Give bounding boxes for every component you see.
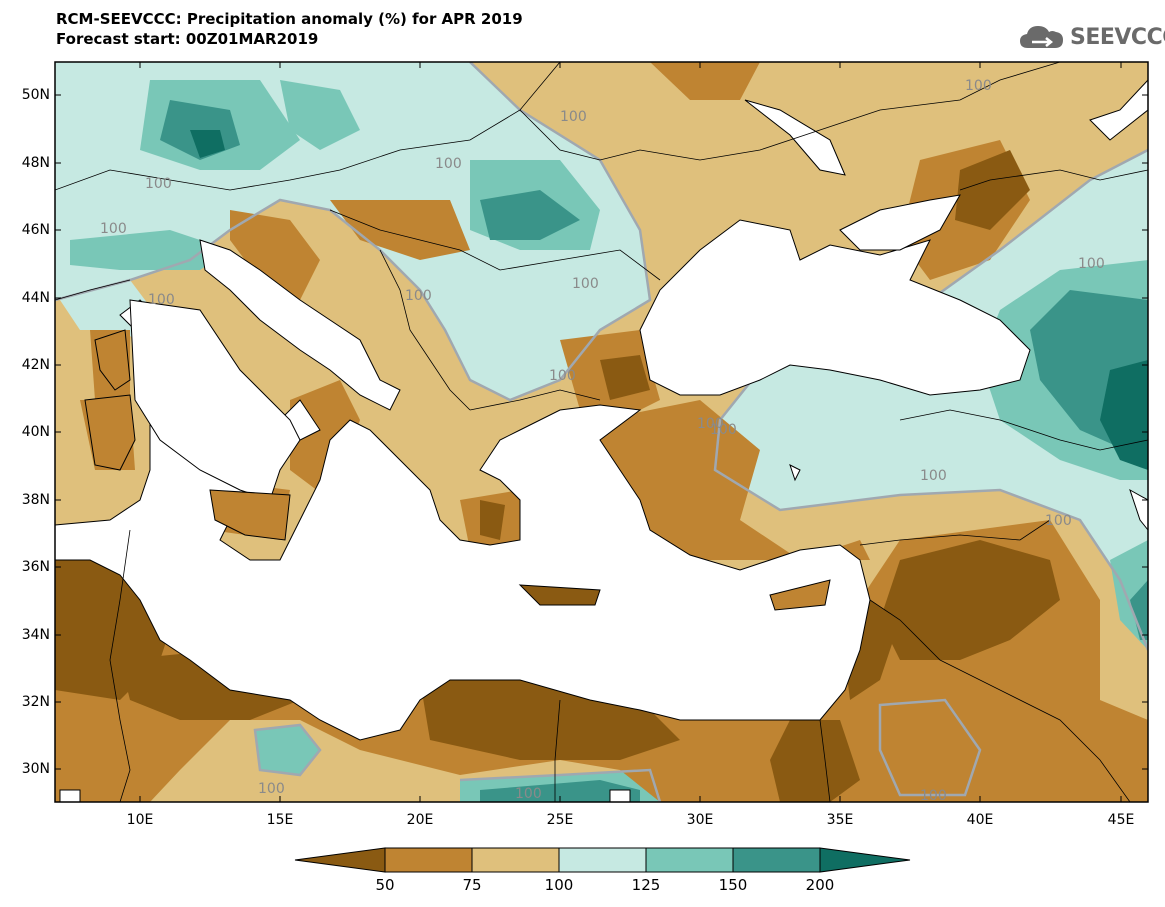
contour-lines [55, 62, 1148, 802]
lat-label: 42N [21, 357, 50, 373]
lat-label: 36N [21, 559, 50, 575]
lat-label: 34N [21, 627, 50, 643]
islands [84, 329, 831, 611]
sea-areas [55, 79, 1148, 802]
contour-label: 100 [560, 109, 587, 125]
contour-labels: 100 100 100 100 100 100 100 100 100 100 … [100, 78, 1105, 804]
lon-label: 35E [826, 812, 854, 828]
lon-label: 45E [1107, 812, 1135, 828]
contour-label: 100 [515, 786, 542, 802]
lat-label: 50N [21, 87, 50, 103]
contour-label: 100 [697, 416, 724, 432]
colorbar-segment-100-125 [558, 847, 647, 873]
colorbar-segment-150-200 [732, 847, 821, 873]
contour-label: 100 [1045, 513, 1072, 529]
seevccc-logo: SEEVCCC [1018, 22, 1165, 52]
contour-label: 100 [965, 78, 992, 94]
cloud-icon [1020, 26, 1063, 48]
lat-label: 32N [21, 694, 50, 710]
colorbar [294, 847, 911, 873]
colorbar-label: 100 [544, 876, 574, 894]
axis-ticks [55, 62, 1148, 802]
contour-label: 100 [405, 288, 432, 304]
colorbar-label: 50 [375, 876, 395, 894]
forecast-start-label: Forecast start: 00Z01MAR2019 [56, 30, 319, 48]
lon-label: 15E [266, 812, 294, 828]
colorbar-segment-above-200 [819, 847, 911, 873]
lat-label: 48N [21, 155, 50, 171]
country-borders [55, 62, 1148, 802]
lon-label: 30E [686, 812, 714, 828]
colorbar-label: 75 [462, 876, 482, 894]
logo-text: SEEVCCC [1070, 24, 1165, 50]
map-title: RCM-SEEVCCC: Precipitation anomaly (%) f… [56, 10, 523, 28]
contour-label: 100 [549, 368, 576, 384]
contour-label: 100 [148, 292, 175, 308]
lat-label: 44N [21, 290, 50, 306]
colorbar-label: 200 [805, 876, 835, 894]
colorbar-segment-below-50 [294, 847, 386, 873]
lat-label: 30N [21, 761, 50, 777]
lat-label: 38N [21, 492, 50, 508]
contour-label: 100 [258, 781, 285, 797]
contour-label: 100 [920, 788, 947, 804]
colorbar-segment-50-75 [384, 847, 473, 873]
colorbar-label: 125 [631, 876, 661, 894]
lat-label: 46N [21, 222, 50, 238]
lon-label: 25E [546, 812, 574, 828]
lon-label: 20E [406, 812, 434, 828]
contour-label: 100 [920, 468, 947, 484]
anomaly-field: 100 100 100 100 100 100 100 100 100 100 … [55, 62, 1148, 804]
colorbar-label: 150 [718, 876, 748, 894]
contour-label: 100 [710, 422, 737, 438]
contour-label: 100 [100, 221, 127, 237]
lon-label: 10E [126, 812, 154, 828]
colorbar-segment-125-150 [645, 847, 734, 873]
contour-label: 100 [1078, 256, 1105, 272]
lon-label: 40E [966, 812, 994, 828]
contour-label: 100 [435, 156, 462, 172]
contour-label: 100 [572, 276, 599, 292]
lat-label: 40N [21, 424, 50, 440]
contour-label: 100 [145, 176, 172, 192]
colorbar-segment-75-100 [471, 847, 560, 873]
